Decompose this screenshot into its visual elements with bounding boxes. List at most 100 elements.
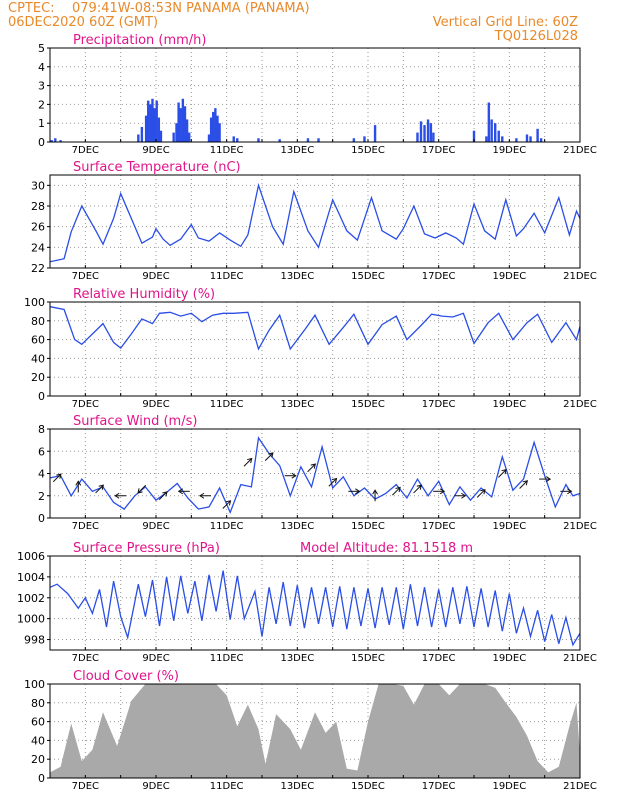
x-tick-label: 19DEC <box>492 399 526 410</box>
y-tick-label: 1002 <box>17 592 45 605</box>
y-tick-label: 1006 <box>17 550 45 563</box>
x-tick-label: 19DEC <box>492 653 526 664</box>
precipitation-bar <box>209 117 213 142</box>
x-tick-label: 9DEC <box>142 521 169 532</box>
wind-vector-arrowhead <box>480 489 486 495</box>
precipitation-bar <box>144 115 148 142</box>
wind-vector-arrow <box>392 487 401 496</box>
wind-vector-arrowhead <box>225 500 232 506</box>
x-tick-label: 15DEC <box>351 781 385 792</box>
y-tick-label: 30 <box>31 179 45 192</box>
y-tick-label: 0 <box>38 772 45 785</box>
wind-vector-arrowhead <box>137 488 143 494</box>
panel-precipitation: 0 1 2 3 4 5 7DEC 9DEC 11DEC 13DEC 15DEC 17DEC 19DEC 2… <box>38 33 597 156</box>
y-tick-label: 20 <box>31 753 45 766</box>
precipitation-bar <box>487 102 491 142</box>
chart-header: CPTEC: 079:41W-08:53N PANAMA (PANAMA) 06… <box>8 1 578 44</box>
wind-vector-arrow <box>328 478 337 487</box>
wind-vector-arrowhead <box>331 477 338 484</box>
wind-vector-arrowhead <box>114 492 120 499</box>
x-tick-label: 11DEC <box>210 145 244 156</box>
y-tick-label: 998 <box>24 634 45 647</box>
precipitation-bar <box>539 138 543 142</box>
x-tick-label: 7DEC <box>72 271 99 282</box>
precipitation-bar <box>183 106 187 142</box>
precipitation-bar <box>432 132 435 142</box>
x-tick-label: 17DEC <box>422 521 456 532</box>
precipitation-bar <box>501 136 504 142</box>
precipitation-bar <box>363 136 366 142</box>
header-source: CPTEC: <box>8 1 55 16</box>
x-tick-label: 13DEC <box>280 145 314 156</box>
precipitation-bar <box>54 138 57 142</box>
precipitation-bar <box>177 102 180 142</box>
temperature-line <box>49 182 581 263</box>
wind-vector-arrowhead <box>98 484 104 490</box>
x-tick-label: 7DEC <box>72 521 99 532</box>
x-tick-label: 21DEC <box>563 399 597 410</box>
x-tick-label: 9DEC <box>142 145 169 156</box>
precipitation-bar <box>490 119 493 142</box>
x-tick-label: 7DEC <box>72 781 99 792</box>
y-tick-label: 26 <box>31 221 45 234</box>
x-tick-label: 13DEC <box>280 271 314 282</box>
panel-pressure: 998 1000 1002 1004 1006 7DEC 9DEC 11DEC 13DEC 15D… <box>17 541 597 664</box>
wind-vector-arrowhead <box>310 463 316 469</box>
x-tick-label: 15DEC <box>351 521 385 532</box>
x-tick-label: 9DEC <box>142 271 169 282</box>
wind-vector-arrow <box>52 473 62 483</box>
wind-vector-arrowhead <box>439 488 446 495</box>
x-tick-label: 15DEC <box>351 653 385 664</box>
x-tick-label: 13DEC <box>280 399 314 410</box>
precipitation-bar <box>218 123 221 142</box>
x-tick-label: 15DEC <box>351 399 385 410</box>
header-location: 079:41W-08:53N PANAMA (PANAMA) <box>72 1 310 16</box>
wind-vector-arrow <box>137 484 147 494</box>
x-tick-label: 11DEC <box>210 521 244 532</box>
precipitation-bar <box>485 136 488 142</box>
wind-vector-arrowhead <box>268 452 274 458</box>
x-tick-label: 21DEC <box>563 271 597 282</box>
humidity-line <box>49 306 581 351</box>
precipitation-bar <box>257 138 260 142</box>
wind-vector-arrowhead <box>545 476 552 482</box>
precipitation-bar <box>140 126 144 142</box>
wind-vector-arrow <box>307 463 316 473</box>
y-tick-label: 8 <box>38 423 45 436</box>
x-tick-label: 13DEC <box>280 653 314 664</box>
wind-vector-arrowhead <box>56 473 62 479</box>
x-tick-label: 9DEC <box>142 653 169 664</box>
wind-vector-arrow <box>476 489 486 498</box>
precipitation-bar <box>497 130 500 142</box>
y-tick-label: 24 <box>31 241 45 254</box>
header-grid-note: Vertical Grid Line: 60Z <box>433 15 578 30</box>
wind-vector-arrow <box>498 469 507 478</box>
x-tick-label: 21DEC <box>563 781 597 792</box>
y-tick-label: 80 <box>31 315 45 328</box>
panel-title: Relative Humidity (%) <box>73 287 215 302</box>
precipitation-bar <box>157 117 161 142</box>
wind-vector-arrowhead <box>567 488 573 495</box>
y-tick-label: 0 <box>38 390 45 403</box>
precipitation-bar <box>149 104 152 142</box>
precipitation-bar <box>525 134 529 142</box>
x-tick-label: 11DEC <box>210 781 244 792</box>
x-tick-label: 7DEC <box>72 653 99 664</box>
panel-background <box>50 302 580 396</box>
precipitation-bar <box>416 132 419 142</box>
precipitation-bar <box>172 132 175 142</box>
wind-vector-arrowhead <box>291 472 297 479</box>
precipitation-bar <box>214 108 217 142</box>
wind-vector-arrowhead <box>75 480 82 486</box>
y-tick-label: 40 <box>31 352 45 365</box>
precipitation-bar <box>185 119 189 142</box>
precipitation-bar <box>232 136 235 142</box>
precipitation-bar <box>278 139 281 142</box>
y-tick-label: 100 <box>24 296 45 309</box>
wind-vector-arrowhead <box>461 492 467 499</box>
wind-vector-arrow <box>222 500 231 509</box>
y-tick-label: 60 <box>31 716 45 729</box>
precipitation-bar <box>515 138 518 142</box>
wind-vector-arrowhead <box>395 486 401 493</box>
